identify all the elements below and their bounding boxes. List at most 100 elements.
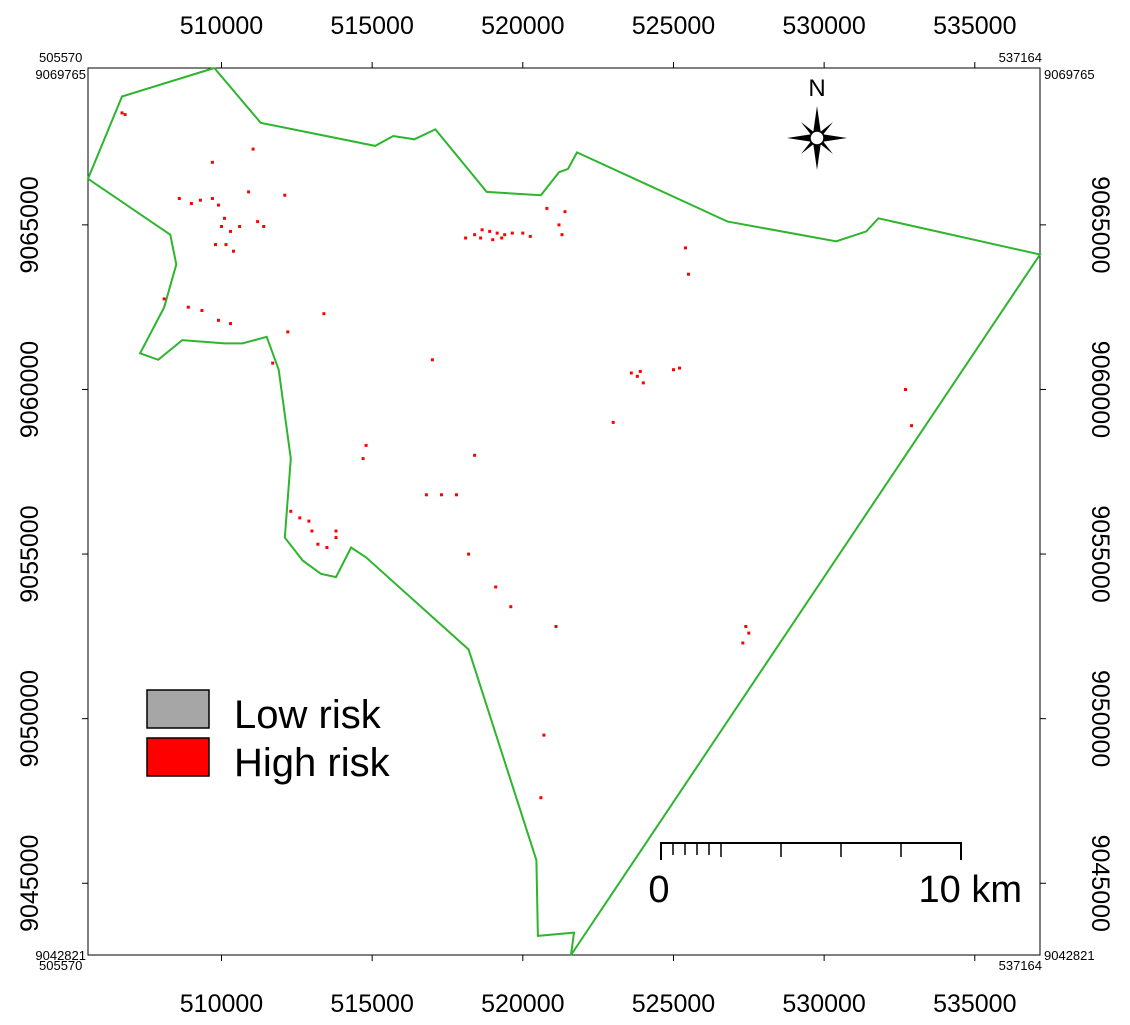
scale-end-label: 10 km <box>919 869 1022 911</box>
corner-top-left-x: 505570 <box>39 50 82 65</box>
high-risk-cell <box>430 358 434 362</box>
y-tick-label-left: 9055000 <box>16 505 44 602</box>
high-risk-cell <box>120 111 124 115</box>
high-risk-cell <box>473 233 477 237</box>
high-risk-cell <box>747 631 751 635</box>
high-risk-cell <box>217 318 220 322</box>
x-tick-label-bottom: 535000 <box>933 990 1016 1018</box>
high-risk-cell <box>491 238 495 242</box>
corner-top-right-x: 537164 <box>999 50 1042 65</box>
north-label: N <box>808 75 825 102</box>
high-risk-cell <box>744 625 748 628</box>
high-risk-cell <box>467 552 471 556</box>
high-risk-cell <box>298 516 302 520</box>
corner-bottom-right-y: 9042821 <box>1044 948 1095 963</box>
high-risk-cell <box>361 457 365 461</box>
scale-zero-label: 0 <box>648 869 669 911</box>
x-tick-label-bottom: 525000 <box>632 990 715 1018</box>
high-risk-cell <box>678 366 681 370</box>
high-risk-cell <box>271 361 275 365</box>
high-risk-cell <box>528 234 532 238</box>
high-risk-cell <box>480 228 484 232</box>
legend-label-high-risk: High risk <box>234 741 391 785</box>
high-risk-cell <box>334 529 338 533</box>
x-tick-label-bottom: 515000 <box>330 990 413 1018</box>
high-risk-cell <box>542 733 546 737</box>
high-risk-cell <box>503 233 507 237</box>
high-risk-cell <box>289 509 293 513</box>
high-risk-cell <box>455 493 458 497</box>
high-risk-cell <box>307 519 311 523</box>
x-tick-label-top: 530000 <box>782 12 865 40</box>
x-tick-label-top: 515000 <box>330 12 413 40</box>
axis-ticks: 510000 510000 515000 515000 520000 520000 5250… <box>16 12 1114 1018</box>
high-risk-cell <box>557 223 561 227</box>
high-risk-cell <box>464 236 468 240</box>
x-tick-label-top: 510000 <box>180 12 263 40</box>
y-tick-label-right: 9045000 <box>1086 835 1114 932</box>
y-tick-label-right: 9060000 <box>1086 341 1114 438</box>
high-risk-cell <box>545 206 549 210</box>
high-risk-cell <box>560 233 564 237</box>
high-risk-cell <box>510 231 514 235</box>
high-risk-cell <box>247 190 251 194</box>
corner-top-right-y: 9069765 <box>1044 67 1095 82</box>
high-risk-cell <box>198 198 202 202</box>
x-tick-label-bottom: 510000 <box>180 990 263 1018</box>
corner-top-left-y: 9069765 <box>35 67 86 82</box>
high-risk-cell <box>629 371 633 375</box>
y-tick-label-right: 9050000 <box>1086 670 1114 767</box>
high-risk-cell <box>224 243 228 247</box>
high-risk-cell <box>687 272 690 276</box>
high-risk-cell <box>286 330 290 334</box>
high-risk-cell <box>283 193 287 197</box>
high-risk-cell <box>210 197 214 200</box>
high-risk-cell <box>325 546 329 549</box>
high-risk-cell <box>424 493 428 497</box>
high-risk-cell <box>521 231 525 235</box>
legend-swatch-low-risk <box>146 689 210 729</box>
legend: Low risk High risk <box>146 689 391 785</box>
study-area-boundary <box>86 67 1042 956</box>
high-risk-cell <box>214 243 217 247</box>
compass-rose-icon <box>787 106 847 170</box>
high-risk-cell <box>256 220 260 224</box>
high-risk-cell <box>741 641 745 645</box>
high-risk-cell <box>904 388 907 391</box>
x-tick-label-top: 525000 <box>632 12 715 40</box>
high-risk-cell <box>500 236 504 240</box>
high-risk-cell <box>539 796 543 800</box>
corner-bottom-left-x: 505570 <box>39 958 82 973</box>
high-risk-cell <box>509 605 513 609</box>
high-risk-cell <box>316 542 320 546</box>
high-risk-cell <box>232 249 235 253</box>
scale-bar: 0 10 km <box>648 842 1022 911</box>
high-risk-cell <box>494 585 498 589</box>
high-risk-cells <box>120 111 913 800</box>
high-risk-cell <box>162 297 166 301</box>
high-risk-cell <box>611 420 615 424</box>
legend-label-low-risk: Low risk <box>234 693 382 737</box>
north-arrow: N <box>787 75 847 170</box>
high-risk-cell <box>123 113 127 117</box>
x-tick-label-bottom: 520000 <box>481 990 564 1018</box>
y-tick-label-left: 9065000 <box>16 176 44 273</box>
high-risk-cell <box>635 374 639 378</box>
high-risk-cell <box>238 225 242 228</box>
high-risk-cell <box>220 225 223 228</box>
high-risk-cell <box>563 210 567 214</box>
high-risk-cell <box>200 309 204 312</box>
high-risk-cell <box>684 246 687 250</box>
high-risk-cell <box>251 147 255 151</box>
high-risk-cell <box>210 160 214 164</box>
high-risk-cell <box>217 203 220 207</box>
high-risk-cell <box>473 453 477 457</box>
high-risk-cell <box>440 493 443 497</box>
y-tick-label-right: 9065000 <box>1086 176 1114 273</box>
high-risk-cell <box>262 225 266 228</box>
high-risk-cell <box>554 625 558 628</box>
map-frame <box>87 67 1041 956</box>
high-risk-cell <box>229 229 232 233</box>
y-tick-label-left: 9050000 <box>16 670 44 767</box>
